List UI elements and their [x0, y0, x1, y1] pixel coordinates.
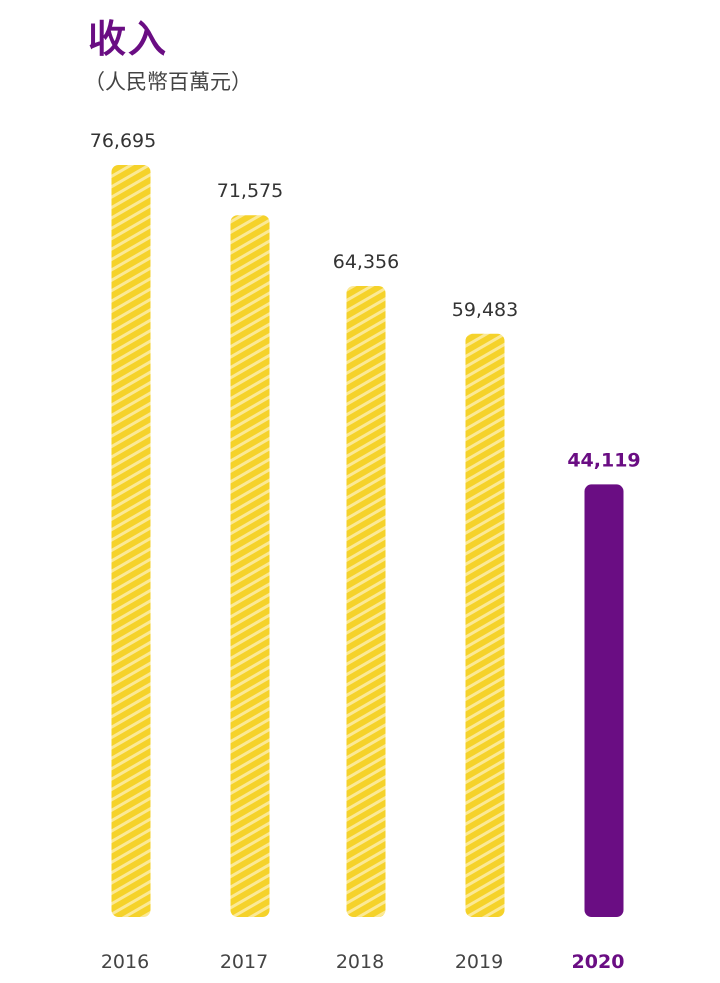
- value-label-2018: 64,356: [333, 251, 399, 273]
- bar-2018: [346, 285, 386, 918]
- value-label-2020: 44,119: [567, 449, 640, 471]
- x-tick-2017: 2017: [220, 951, 268, 973]
- bar-2017: [230, 215, 270, 917]
- x-tick-2019: 2019: [455, 951, 503, 973]
- bar-2020: [584, 484, 624, 917]
- chart-title: 收入: [88, 17, 169, 61]
- value-label-2017: 71,575: [217, 180, 283, 202]
- x-tick-2016: 2016: [101, 951, 149, 973]
- x-tick-2020: 2020: [572, 951, 625, 973]
- chart-subtitle: （人民幣百萬元）: [84, 70, 252, 94]
- value-label-2016: 76,695: [90, 130, 156, 152]
- bar-2016: [111, 165, 151, 917]
- x-tick-2018: 2018: [336, 951, 384, 973]
- bar-2019: [465, 333, 505, 917]
- value-label-2019: 59,483: [452, 299, 518, 321]
